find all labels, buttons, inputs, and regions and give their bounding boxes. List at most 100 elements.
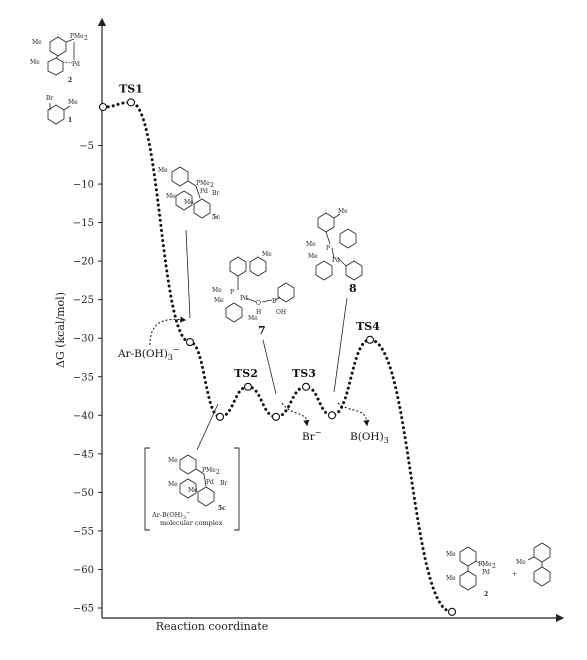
svg-text:Br: Br xyxy=(220,480,227,487)
svg-text:Pd: Pd xyxy=(200,188,208,195)
compound-8-label: 8 xyxy=(349,282,357,295)
svg-text:Me: Me xyxy=(166,193,176,200)
svg-text:Pd: Pd xyxy=(332,257,340,264)
svg-text:Me: Me xyxy=(338,208,348,215)
leader-7 xyxy=(262,339,277,395)
svg-text:O: O xyxy=(256,300,261,307)
svg-text:2: 2 xyxy=(492,563,496,570)
bromide-out-arrow xyxy=(281,402,310,427)
svg-text:OH: OH xyxy=(276,309,286,316)
structure-start-pd: Me PMe 2 Me Pd 2 xyxy=(30,33,88,84)
structure-product-biaryl: Me xyxy=(516,542,551,587)
svg-text:Pd: Pd xyxy=(240,295,248,302)
svg-text:Me: Me xyxy=(262,251,272,258)
svg-text:P: P xyxy=(326,245,330,252)
transition-state-labels: TS1 TS2 TS3 TS4 xyxy=(119,82,380,379)
svg-text:2: 2 xyxy=(210,182,214,189)
svg-text:PMe: PMe xyxy=(478,561,492,568)
leader-complex xyxy=(196,403,219,451)
svg-text:Me: Me xyxy=(306,241,316,248)
svg-text:Me: Me xyxy=(158,167,168,174)
svg-text:Me: Me xyxy=(188,487,198,494)
svg-text:1: 1 xyxy=(68,117,72,124)
complex-caption-line-1: Ar-B(OH)3− xyxy=(151,510,190,521)
stationary-point xyxy=(447,607,457,616)
svg-text:P: P xyxy=(230,289,234,296)
svg-text:Me: Me xyxy=(184,199,194,206)
y-tick-label: −60 xyxy=(73,565,94,576)
structure-int-complex: Me PMe 2 Pd Br Me Me 5c Ar-B(OH)3− molec… xyxy=(144,447,240,531)
stationary-point xyxy=(327,411,337,420)
svg-text:5c: 5c xyxy=(212,214,220,221)
bromide-label: Br− xyxy=(302,428,321,443)
ts-label-ts2: TS2 xyxy=(234,367,258,380)
svg-text:Me: Me xyxy=(248,315,258,322)
svg-text:Me: Me xyxy=(168,457,178,464)
y-tick-label: −40 xyxy=(73,411,94,422)
y-tick-label: −15 xyxy=(73,218,94,229)
y-tick-label: −25 xyxy=(73,295,94,306)
y-tick-label: −35 xyxy=(73,372,94,383)
complex-caption-line-2: molecular complex xyxy=(160,519,223,527)
svg-text:Pd: Pd xyxy=(72,61,80,68)
svg-text:H: H xyxy=(256,309,261,316)
svg-text:2: 2 xyxy=(216,469,220,476)
svg-text:2: 2 xyxy=(68,77,72,84)
svg-text:Me: Me xyxy=(168,481,178,488)
y-tick-label: −10 xyxy=(73,180,94,191)
y-tick-label: −45 xyxy=(73,449,94,460)
leader-8 xyxy=(333,297,348,393)
svg-text:B: B xyxy=(272,298,277,305)
boric-acid-out-arrow xyxy=(337,402,370,427)
svg-text:+: + xyxy=(512,571,517,578)
svg-text:Me: Me xyxy=(212,287,222,294)
energy-pathway-line xyxy=(101,100,454,614)
svg-text:2: 2 xyxy=(84,35,88,42)
svg-text:Br: Br xyxy=(46,95,53,102)
svg-text:Me: Me xyxy=(446,575,456,582)
y-tick-label: −20 xyxy=(73,257,94,268)
svg-text:2: 2 xyxy=(484,591,488,598)
svg-text:PMe: PMe xyxy=(202,467,216,474)
svg-text:Pd: Pd xyxy=(206,479,214,486)
ts-label-ts4: TS4 xyxy=(356,320,380,333)
stationary-point xyxy=(185,338,195,347)
svg-text:Me: Me xyxy=(308,253,318,260)
compound-7-label: 7 xyxy=(258,324,266,337)
structure-int-5c: Me PMe 2 Pd Br Me Me 5c xyxy=(158,166,220,221)
reagent-in-arrow xyxy=(149,316,187,346)
svg-text:Me: Me xyxy=(30,59,40,66)
svg-text:Me: Me xyxy=(516,559,526,566)
y-tick-label: −65 xyxy=(73,604,94,615)
y-tick-label: −55 xyxy=(73,526,94,537)
y-tick-label: −30 xyxy=(73,334,94,345)
leader-5c xyxy=(185,229,191,319)
stationary-point xyxy=(301,382,311,391)
svg-text:Me: Me xyxy=(446,551,456,558)
svg-text:Me: Me xyxy=(68,99,78,106)
stationary-point xyxy=(271,412,281,421)
y-tick-label: −5 xyxy=(79,141,94,152)
stationary-point xyxy=(215,412,225,421)
boric-acid-label: B(OH)3 xyxy=(350,431,389,445)
stationary-point xyxy=(243,382,253,391)
ts-label-ts3: TS3 xyxy=(292,367,316,380)
svg-text:Me: Me xyxy=(32,39,42,46)
x-axis-title: Reaction coordinate xyxy=(156,620,268,633)
svg-text:PMe: PMe xyxy=(196,180,210,187)
reagent-in-label: Ar-B(OH)3− xyxy=(117,345,180,362)
ts-label-ts1: TS1 xyxy=(119,82,143,95)
structure-start-arbr: Br Me 1 xyxy=(46,95,78,125)
structure-product-pd: Me PMe 2 Pd Me 2 + xyxy=(446,546,517,598)
svg-text:Br: Br xyxy=(212,190,219,197)
y-axis-ticks: −5 −10 −15 −20 −25 −30 −35 −40 −45 −50 −55 −60 −65 xyxy=(73,141,102,615)
svg-text:Me: Me xyxy=(214,297,224,304)
structure-int-8: Me Me P Pd Me xyxy=(306,208,363,281)
svg-text:Pd: Pd xyxy=(482,569,490,576)
stationary-point xyxy=(126,98,136,107)
structure-int-7: Me Me P Pd O B OH H Me Me xyxy=(212,251,295,323)
stationary-point xyxy=(365,335,375,344)
y-axis-title: ΔG (kcal/mol) xyxy=(54,292,67,368)
svg-text:PMe: PMe xyxy=(70,33,84,40)
